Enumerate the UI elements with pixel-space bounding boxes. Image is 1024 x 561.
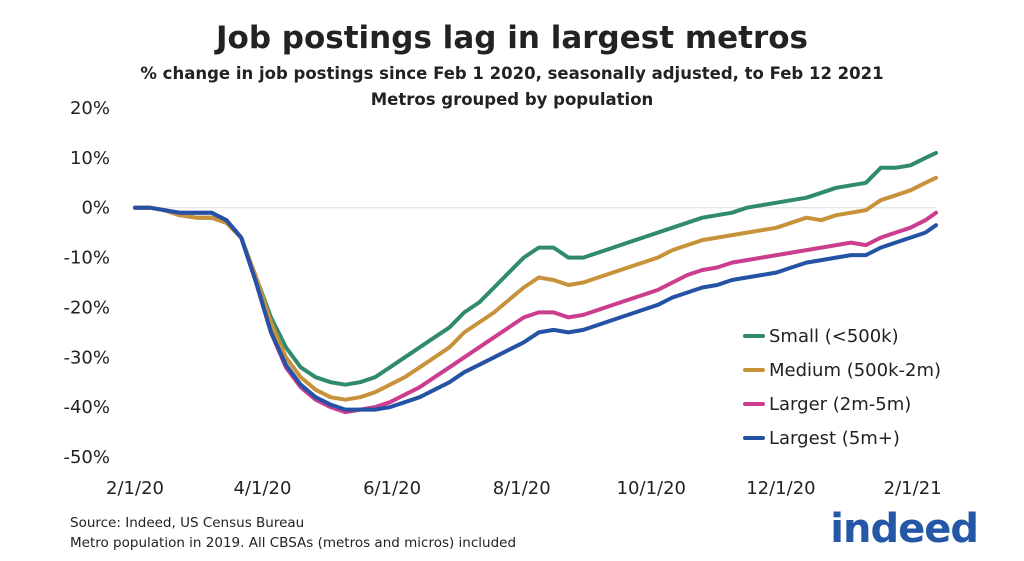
x-tick-label: 8/1/20	[493, 478, 551, 499]
source-note: Metro population in 2019. All CBSAs (met…	[70, 535, 516, 551]
source-text: Source: Indeed, US Census Bureau	[70, 515, 304, 531]
x-tick-label: 2/1/21	[884, 478, 942, 499]
series-line-4	[133, 205, 938, 412]
series-line-3	[133, 205, 938, 415]
series-line-2	[133, 175, 938, 402]
chart-subtitle: % change in job postings since Feb 1 202…	[140, 64, 883, 83]
y-tick-label: 10%	[70, 148, 110, 169]
chart-title: Job postings lag in largest metros	[214, 20, 808, 56]
y-axis: 20% 10% 0% -10% -20% -30% -40% -50%	[63, 98, 110, 468]
y-tick-label: -10%	[63, 248, 110, 269]
legend-label: Largest (5m+)	[769, 428, 900, 449]
legend: Small (<500k) Medium (500k-2m) Larger (2m-…	[743, 326, 941, 449]
legend-label: Larger (2m-5m)	[769, 394, 911, 415]
chart-subtitle-2: Metros grouped by population	[371, 90, 654, 109]
x-tick-label: 10/1/20	[617, 478, 686, 499]
y-tick-label: -50%	[63, 447, 110, 468]
x-tick-label: 4/1/20	[234, 478, 292, 499]
indeed-logo: indeed	[830, 506, 979, 552]
x-tick-label: 12/1/20	[746, 478, 815, 499]
x-axis: 2/1/20 4/1/20 6/1/20 8/1/20 10/1/20 12/1/20 2/…	[106, 478, 942, 499]
indeed-logo-text: indeed	[830, 506, 978, 552]
y-tick-label: 20%	[70, 98, 110, 119]
series-line-1	[133, 150, 938, 387]
legend-label: Small (<500k)	[769, 326, 899, 347]
y-tick-label: -40%	[63, 397, 110, 418]
series-lines	[133, 150, 938, 415]
legend-label: Medium (500k-2m)	[769, 360, 941, 381]
y-tick-label: 0%	[81, 198, 110, 219]
y-tick-label: -20%	[63, 297, 110, 318]
x-tick-label: 6/1/20	[363, 478, 421, 499]
y-tick-label: -30%	[63, 347, 110, 368]
x-tick-label: 2/1/20	[106, 478, 164, 499]
